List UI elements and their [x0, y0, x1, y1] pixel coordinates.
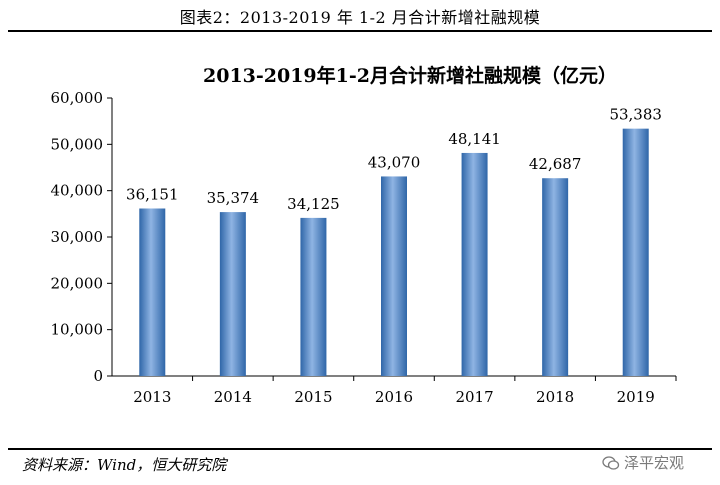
y-tick-label: 0 — [93, 367, 103, 385]
chart-axes: 0 10,000 20,000 30,000 40,000 50,000 60,000 — [51, 89, 677, 385]
x-tick-label: 2019 — [617, 388, 655, 406]
y-tick-label: 60,000 — [51, 89, 104, 107]
x-tick-label: 2014 — [214, 388, 252, 406]
y-tick-label: 40,000 — [51, 182, 104, 200]
x-tick-label: 2017 — [455, 388, 493, 406]
top-rule — [8, 30, 712, 32]
x-tick-label: 2016 — [375, 388, 413, 406]
bar-value-label: 53,383 — [609, 106, 662, 124]
wechat-icon — [602, 455, 620, 470]
watermark-text: 泽平宏观 — [624, 454, 685, 472]
y-tick-label: 30,000 — [51, 228, 104, 246]
bar — [300, 217, 327, 376]
bar-value-label: 48,141 — [448, 130, 501, 148]
x-tick-label: 2018 — [536, 388, 574, 406]
bar-value-label: 34,125 — [287, 195, 340, 213]
bar — [381, 176, 407, 376]
bar — [461, 152, 488, 376]
y-tick-label: 20,000 — [51, 274, 104, 292]
source-note: 资料来源：Wind，恒大研究院 — [22, 456, 227, 474]
y-tick-label: 50,000 — [51, 135, 104, 153]
bar — [542, 178, 569, 376]
bar-value-label: 35,374 — [207, 189, 260, 207]
bottom-rule — [8, 448, 712, 450]
bar-value-label: 43,070 — [368, 153, 421, 171]
x-tick-label: 2013 — [133, 388, 171, 406]
figure-caption: 图表2：2013-2019 年 1-2 月合计新增社融规模 — [179, 8, 541, 27]
bar-chart: 2013-2019年1-2月合计新增社融规模（亿元） 0 10,000 20,000… — [51, 64, 677, 406]
watermark: 泽平宏观 — [602, 452, 684, 473]
x-tick-label: 2015 — [294, 388, 332, 406]
bar-value-label: 36,151 — [126, 186, 179, 204]
bar — [219, 212, 246, 376]
y-tick-label: 10,000 — [51, 321, 104, 339]
bar — [139, 208, 166, 376]
bar — [622, 128, 649, 376]
chart-bars — [139, 128, 649, 376]
chart-labels: 2013 36,151 2014 35,374 2015 34,125 2016 43,070… — [126, 106, 662, 406]
bar-value-label: 42,687 — [529, 155, 582, 173]
chart-title: 2013-2019年1-2月合计新增社融规模（亿元） — [203, 64, 617, 87]
